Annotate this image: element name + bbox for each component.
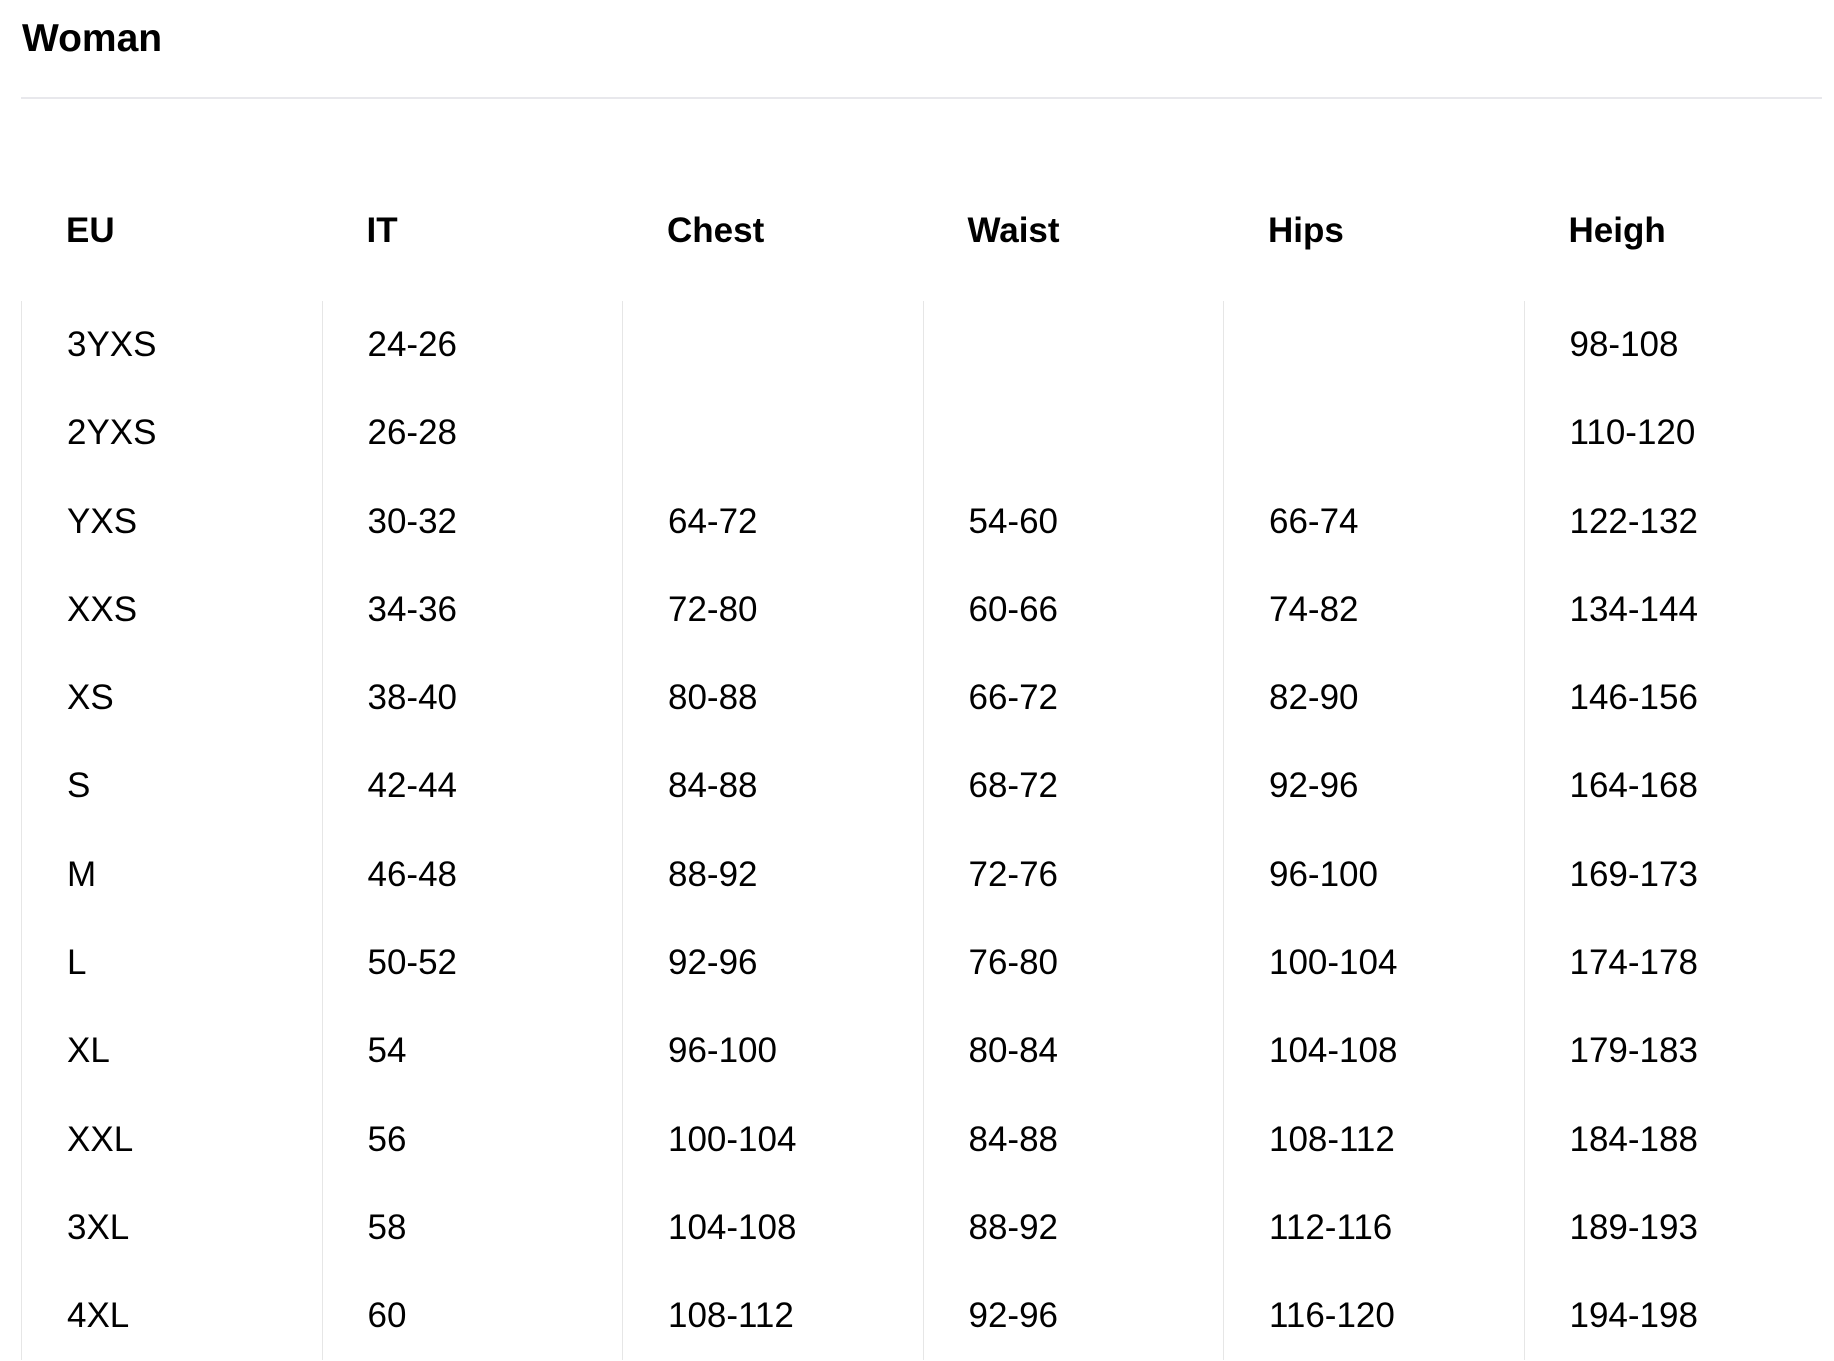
table-cell: 60-66 — [968, 589, 1059, 629]
table-cell: 100-104 — [1269, 943, 1398, 983]
table-cell: 88-92 — [968, 1207, 1059, 1247]
table-cell: 72-80 — [668, 589, 758, 629]
table-cell: YXS — [67, 501, 138, 541]
table-cell — [1224, 301, 1524, 389]
column-header: Heigh — [1568, 210, 1666, 250]
table-cell: 169-173 — [1569, 854, 1698, 894]
table-cell: 146-156 — [1569, 678, 1698, 718]
table-cell: 110-120 — [1569, 413, 1696, 453]
table-cell: 194-198 — [1569, 1296, 1698, 1336]
table-cell: 116-120 — [1269, 1296, 1395, 1336]
table-cell: 26-28 — [367, 413, 458, 453]
table-cell: 80-88 — [668, 678, 758, 718]
table-cell: M — [67, 854, 97, 894]
table-cell: 34-36 — [367, 589, 458, 629]
table-column: 3YXS 2YXS YXS XXS XS S M L XL XXL 3XL 4XL — [21, 301, 322, 1360]
table-cell: 92-96 — [1269, 766, 1359, 806]
table-cell: 80-84 — [968, 1031, 1059, 1071]
table-cell: 60 — [367, 1296, 407, 1336]
table-body: 3YXS 2YXS YXS XXS XS S M L XL XXL 3XL 4XL 24-26 26-28… — [21, 301, 1824, 1360]
table-cell: XXL — [67, 1119, 134, 1159]
table-cell: 76-80 — [968, 943, 1059, 983]
table-cell: 84-88 — [968, 1119, 1059, 1159]
table-cell: 82-90 — [1269, 678, 1359, 718]
table-cell — [1224, 389, 1524, 477]
table-cell: 88-92 — [668, 854, 758, 894]
table-cell: 122-132 — [1569, 501, 1698, 541]
table-cell: 3YXS — [67, 325, 157, 364]
table-column: 24-26 26-28 30-32 34-36 38-40 42-44 46-48 50-52… — [321, 301, 623, 1360]
table-cell — [924, 389, 1224, 477]
table-cell: 3XL — [67, 1207, 130, 1247]
table-cell: 4XL — [67, 1296, 130, 1336]
table-cell: XXS — [67, 589, 138, 629]
table-cell: 54-60 — [968, 501, 1059, 541]
table-cell: 56 — [367, 1119, 407, 1159]
table-cell: 54 — [367, 1031, 407, 1071]
table-cell: XL — [67, 1031, 110, 1071]
table-cell: 108-112 — [1269, 1119, 1395, 1159]
column-header: Chest — [667, 210, 765, 250]
table-column: 66-74 74-82 82-90 92-96 96-100 100-104 104-108… — [1223, 301, 1524, 1360]
table-cell: 50-52 — [367, 943, 458, 983]
table-cell: 108-112 — [668, 1296, 794, 1336]
table-cell: 92-96 — [968, 1296, 1059, 1336]
table-cell: 46-48 — [367, 854, 458, 894]
table-cell: 42-44 — [367, 766, 458, 806]
table-cell: 24-26 — [367, 325, 458, 364]
table-cell: 134-144 — [1569, 589, 1698, 629]
table-cell: 184-188 — [1569, 1119, 1698, 1159]
table-cell: 30-32 — [367, 501, 458, 541]
table-cell: S — [67, 766, 91, 806]
table-cell: 38-40 — [367, 678, 458, 718]
table-cell: 84-88 — [668, 766, 758, 806]
table-cell: 66-72 — [968, 678, 1059, 718]
table-cell: 2YXS — [67, 413, 157, 453]
table-cell: 72-76 — [968, 854, 1059, 894]
column-header: EU — [66, 210, 115, 250]
size-chart-table: EU IT Chest Waist Hips Heigh 3YXS 2YXS YXS XXS XS… — [21, 160, 1824, 1360]
table-cell: 98-108 — [1569, 325, 1679, 364]
table-cell: 189-193 — [1569, 1207, 1698, 1247]
table-cell: 66-74 — [1269, 501, 1359, 541]
table-cell: 164-168 — [1569, 766, 1698, 806]
table-cell: 64-72 — [668, 501, 758, 541]
table-cell: 100-104 — [668, 1119, 797, 1159]
page-title: Woman — [22, 17, 163, 60]
table-cell: 104-108 — [668, 1207, 797, 1247]
table-cell: 104-108 — [1269, 1031, 1398, 1071]
table-cell — [924, 301, 1224, 389]
divider — [21, 97, 1822, 99]
table-cell: 92-96 — [668, 943, 758, 983]
table-cell: 174-178 — [1569, 943, 1698, 983]
column-header: Hips — [1268, 210, 1344, 250]
table-cell — [623, 301, 923, 389]
table-column: 64-72 72-80 80-88 84-88 88-92 92-96 96-100 100-… — [622, 301, 923, 1360]
table-cell: 58 — [367, 1207, 407, 1247]
table-cell: 96-100 — [668, 1031, 777, 1071]
table-cell: 179-183 — [1569, 1031, 1698, 1071]
table-cell: 74-82 — [1269, 589, 1359, 629]
table-column: 98-108 110-120 122-132 134-144 146-156 164-16… — [1523, 301, 1825, 1360]
table-cell: L — [67, 943, 87, 983]
column-header: IT — [366, 210, 398, 250]
table-cell — [623, 389, 923, 477]
table-cell: 112-116 — [1269, 1207, 1393, 1247]
table-header: EU IT Chest Waist Hips Heigh — [21, 160, 1824, 301]
column-header: Waist — [967, 210, 1060, 250]
table-cell: XS — [67, 678, 114, 718]
table-cell: 68-72 — [968, 766, 1059, 806]
table-column: 54-60 60-66 66-72 68-72 72-76 76-80 80-84 84-88… — [922, 301, 1224, 1360]
table-cell: 96-100 — [1269, 854, 1378, 894]
